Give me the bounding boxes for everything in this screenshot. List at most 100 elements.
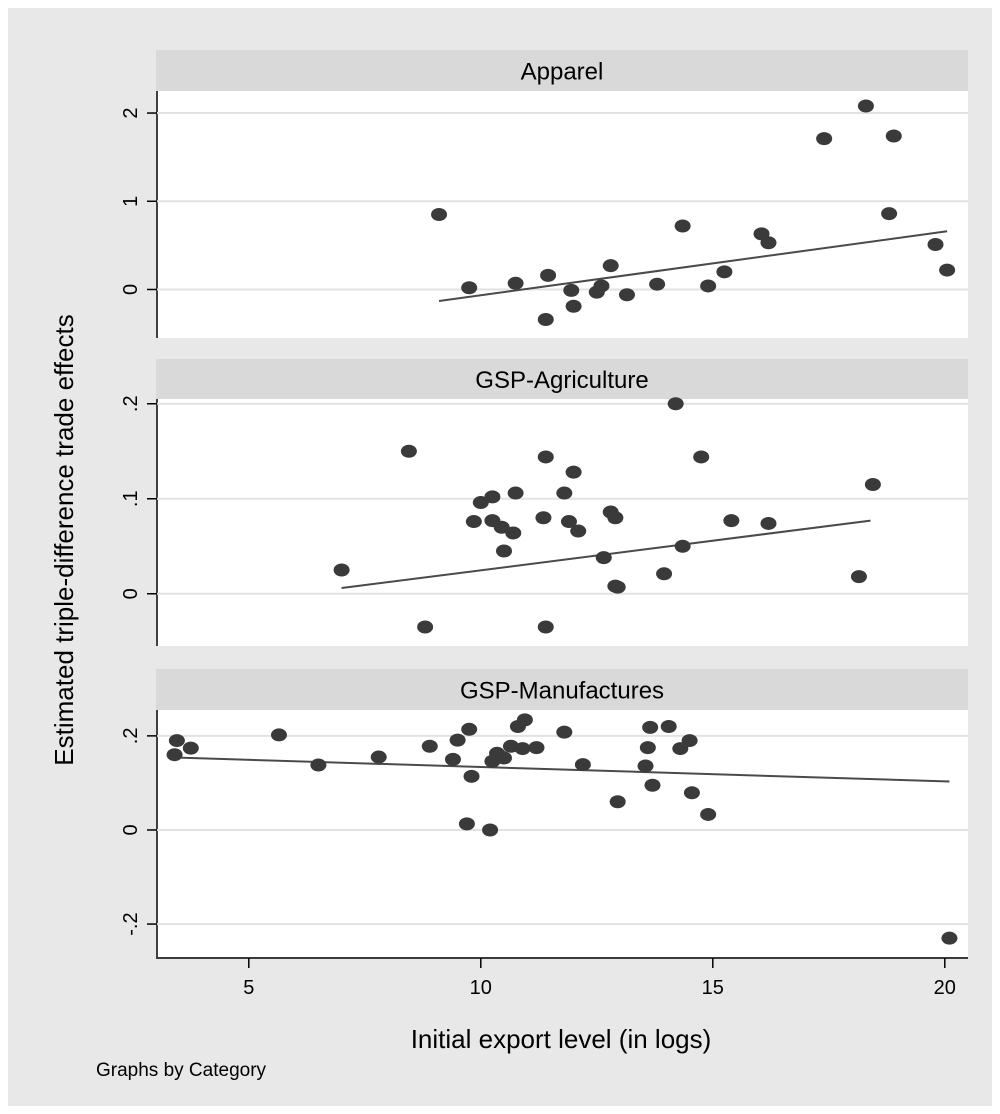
data-point [537, 620, 554, 634]
data-point [505, 526, 522, 540]
panel-title: GSP-Manufactures [460, 678, 664, 705]
data-point [607, 511, 624, 525]
data-point [602, 259, 619, 273]
data-point [560, 515, 577, 529]
data-point [864, 478, 881, 491]
data-point [493, 520, 510, 534]
data-point [609, 795, 626, 809]
data-point [939, 263, 956, 277]
data-point [556, 486, 573, 500]
data-point [639, 741, 656, 755]
data-point [574, 758, 591, 772]
data-point [656, 567, 673, 581]
y-tick-label: 2 [120, 107, 142, 118]
y-tick-label: 0 [120, 588, 142, 599]
y-tick-label: .1 [120, 490, 142, 507]
data-point [674, 539, 691, 553]
y-tick-label: .2 [120, 728, 142, 745]
data-point [465, 515, 482, 529]
data-point [463, 769, 480, 783]
data-point [563, 283, 580, 297]
data-point [642, 720, 659, 734]
data-point [637, 759, 654, 773]
data-point [760, 516, 777, 530]
y-tick-label: -.2 [120, 912, 142, 935]
data-point [760, 236, 777, 250]
data-point [507, 486, 524, 500]
data-point [674, 219, 691, 233]
data-point [537, 450, 554, 464]
data-point [723, 514, 740, 528]
graphs-by-note: Graphs by Category [96, 1060, 267, 1081]
data-point [700, 807, 717, 821]
data-point [484, 490, 501, 504]
data-point [816, 132, 833, 146]
plot-area [156, 710, 968, 957]
data-point [444, 752, 461, 766]
panel-title: GSP-Agriculture [475, 367, 648, 394]
data-point [570, 524, 587, 538]
data-point [540, 268, 557, 282]
panel-strip [156, 669, 968, 710]
data-point [472, 496, 489, 510]
data-point [310, 758, 327, 772]
data-point [667, 397, 684, 411]
panel-1: Apparel 0 1 2 [120, 50, 968, 338]
data-point [182, 741, 199, 755]
data-point [927, 237, 944, 251]
data-point [881, 207, 898, 221]
data-point [857, 99, 874, 113]
data-point [421, 739, 438, 753]
data-point [535, 511, 552, 525]
data-point [461, 722, 478, 736]
data-point [270, 728, 287, 742]
data-point [431, 208, 448, 221]
data-point [618, 288, 635, 302]
y-axis-label: Estimated triple-difference trade effect… [49, 314, 79, 765]
data-point [609, 580, 626, 594]
data-point [507, 276, 524, 290]
data-point [593, 279, 610, 293]
fit-line [174, 756, 950, 783]
x-tick-label: 20 [934, 977, 956, 999]
y-tick-label: 0 [120, 824, 142, 835]
data-point [333, 563, 350, 577]
fit-line [438, 230, 948, 302]
data-point [496, 544, 512, 558]
data-point [565, 299, 582, 313]
x-tick-label: 10 [470, 977, 492, 999]
y-tick-label: 0 [120, 284, 142, 295]
data-point [417, 620, 434, 634]
data-point [449, 733, 466, 747]
y-tick-label: 1 [120, 196, 142, 207]
panel-title: Apparel [521, 59, 604, 86]
data-point [565, 465, 582, 479]
panel-3: GSP-Manufactures -.2 0 .2 [120, 669, 968, 957]
panels: Apparel012GSP-Agriculture0.1.2GSP-Manufa… [120, 50, 968, 957]
x-tick-label: 15 [702, 977, 724, 999]
data-point [693, 450, 710, 464]
data-point [516, 713, 533, 727]
data-point [458, 817, 475, 831]
data-point [370, 750, 387, 764]
data-point [537, 312, 554, 326]
data-point [683, 786, 700, 800]
y-tick-label: .2 [120, 395, 142, 412]
data-point [649, 277, 666, 291]
x-axis-label: Initial export level (in logs) [411, 1024, 712, 1054]
panel-strip [156, 50, 968, 91]
data-point [496, 751, 512, 765]
data-point [514, 742, 531, 756]
data-point [850, 570, 867, 584]
data-point [556, 725, 573, 739]
x-tick-label: 5 [243, 977, 254, 999]
data-point [885, 129, 902, 143]
data-point [482, 823, 499, 837]
data-point [400, 444, 417, 458]
data-point [168, 734, 185, 748]
panel-2: GSP-Agriculture 0 .1 .2 [120, 359, 968, 646]
plot-area [156, 91, 968, 338]
data-point [644, 778, 661, 792]
data-point [461, 281, 478, 295]
